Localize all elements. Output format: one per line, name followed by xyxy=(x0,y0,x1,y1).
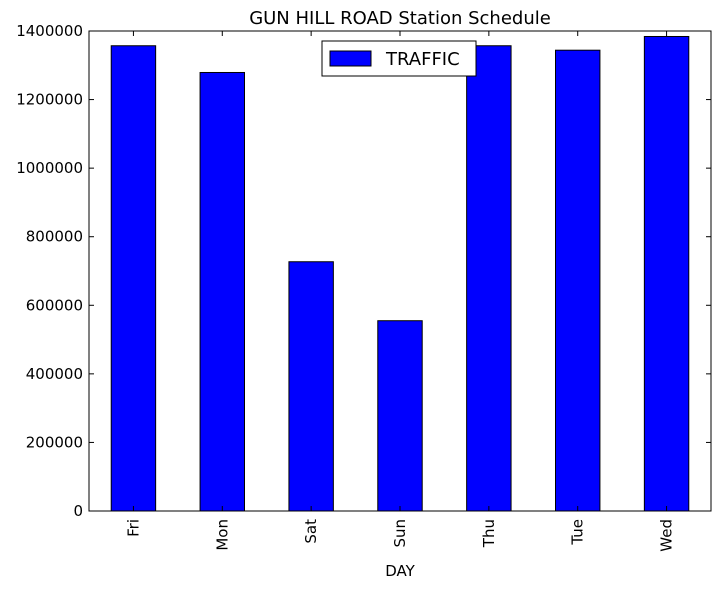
bar-tue xyxy=(555,49,601,512)
bar-mon xyxy=(199,71,245,512)
y-tick-label: 800000 xyxy=(26,228,83,246)
y-tick-label: 400000 xyxy=(26,365,83,383)
x-tick-label-mon: Mon xyxy=(213,519,231,551)
bar-sun xyxy=(377,320,423,512)
y-axis: 0 200000 400000 600000 800000 1000000 1200000 1… xyxy=(16,22,711,520)
x-tick-label-fri: Fri xyxy=(124,519,142,537)
x-tick-label-sat: Sat xyxy=(302,519,320,544)
y-tick-label: 1400000 xyxy=(16,22,83,40)
bar-sat xyxy=(288,261,334,512)
bar-thu xyxy=(466,45,512,512)
y-tick-label: 200000 xyxy=(26,433,83,451)
legend-label-traffic: TRAFFIC xyxy=(385,49,460,70)
x-tick-label-wed: Wed xyxy=(658,519,676,552)
legend-swatch-traffic xyxy=(329,50,372,67)
y-tick-label: 0 xyxy=(73,502,83,520)
plot-frame xyxy=(88,30,712,512)
bar-wed xyxy=(643,35,690,512)
x-tick-label-tue: Tue xyxy=(569,519,587,546)
x-tick-label-thu: Thu xyxy=(480,519,498,548)
legend: TRAFFIC xyxy=(321,40,477,77)
x-axis: Fri Mon Sat Sun Thu Tue Wed xyxy=(124,31,676,552)
y-tick-label: 1200000 xyxy=(16,91,83,109)
chart-title: GUN HILL ROAD Station Schedule xyxy=(249,8,551,29)
y-tick-label: 1000000 xyxy=(16,159,83,177)
x-axis-label: DAY xyxy=(385,562,415,580)
y-tick-label: 600000 xyxy=(26,296,83,314)
bars-layer xyxy=(110,35,690,512)
x-tick-label-sun: Sun xyxy=(391,519,409,548)
bar-fri xyxy=(110,45,157,512)
